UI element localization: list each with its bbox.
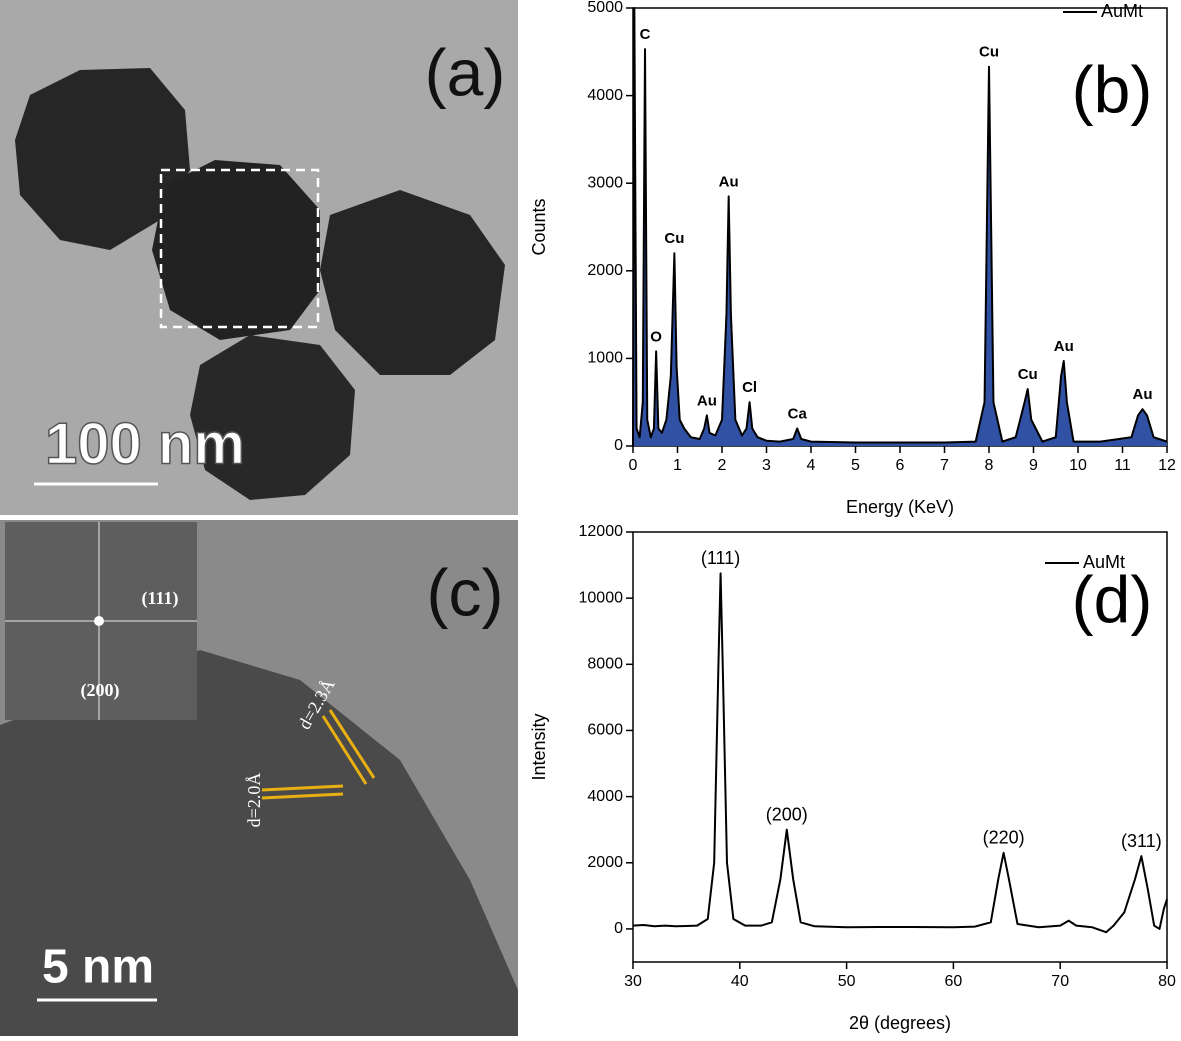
x-tick-label: 5	[851, 457, 860, 474]
x-tick-label: 0	[629, 457, 638, 474]
y-tick-label: 5000	[587, 0, 623, 16]
fringe-line	[261, 784, 344, 792]
y-tick-label: 3000	[587, 174, 623, 191]
plot-frame	[632, 531, 1168, 963]
fringe-line	[261, 792, 344, 800]
y-tick-label: 4000	[587, 87, 623, 104]
fringe-line	[328, 709, 376, 779]
x-tick-label: 7	[940, 457, 949, 474]
peak-label: Au	[1133, 386, 1153, 403]
fft-spot	[94, 616, 104, 626]
peak-label: Au	[719, 173, 739, 190]
legend-label: AuMt	[1101, 1, 1143, 21]
y-axis-label: Counts	[529, 198, 549, 255]
x-axis-label: Energy (KeV)	[846, 497, 954, 517]
inset-label: (111)	[141, 588, 178, 609]
panel-c: (111) (200) d=2.3Å d=2.0Å (c) 5 nm	[0, 520, 518, 1036]
x-tick-label: 4	[807, 457, 816, 474]
peak-label: Cu	[664, 230, 684, 247]
peak-label: (220)	[983, 828, 1025, 848]
x-axis-label: 2θ (degrees)	[849, 1013, 951, 1033]
line	[632, 572, 1168, 934]
y-axis-label: Intensity	[529, 713, 549, 780]
panel-label: (d)	[1072, 562, 1153, 636]
x-tick-label: 8	[985, 457, 994, 474]
y-tick-label: 12000	[579, 523, 624, 540]
peak-label: (111)	[701, 548, 740, 568]
x-tick-label: 80	[1158, 973, 1176, 990]
peak-label: Cl	[742, 379, 757, 396]
panel-label: (b)	[1072, 52, 1153, 126]
y-tick-label: 4000	[587, 788, 623, 805]
selection-box	[159, 168, 320, 329]
y-tick-label: 2000	[587, 854, 623, 871]
scale-bar-label: 5 nm	[42, 941, 154, 994]
panel-label: (c)	[427, 555, 504, 629]
panel-a: (a) 100 nm	[0, 0, 518, 515]
peak-label: C	[640, 26, 651, 43]
fringe-line	[321, 715, 368, 785]
peak-label: Au	[1054, 338, 1074, 355]
legend-label: AuMt	[1083, 552, 1125, 572]
x-tick-label: 9	[1029, 457, 1038, 474]
x-tick-label: 10	[1069, 457, 1087, 474]
y-tick-label: 0	[614, 920, 623, 937]
inset-label: (200)	[81, 680, 120, 701]
scale-bar-label: 100 nm	[45, 411, 245, 476]
y-tick-label: 8000	[587, 656, 623, 673]
peak-label: (311)	[1121, 831, 1162, 851]
x-tick-label: 30	[624, 973, 642, 990]
particle	[15, 68, 190, 250]
y-tick-label: 10000	[579, 589, 624, 606]
x-tick-label: 2	[718, 457, 727, 474]
x-tick-label: 11	[1114, 457, 1131, 474]
peak-label: Au	[697, 392, 717, 409]
x-tick-label: 50	[838, 973, 856, 990]
peak-label: O	[650, 328, 662, 345]
peak-label: (200)	[766, 804, 808, 824]
x-tick-label: 3	[762, 457, 771, 474]
x-tick-label: 40	[731, 973, 749, 990]
panel-label: (a)	[425, 35, 506, 109]
y-tick-label: 0	[614, 437, 623, 454]
y-tick-label: 2000	[587, 262, 623, 279]
y-tick-label: 6000	[587, 722, 623, 739]
particle	[152, 160, 320, 340]
x-tick-label: 60	[945, 973, 963, 990]
peak-label: Cu	[979, 44, 999, 61]
particle	[190, 335, 355, 500]
peak-label: Cu	[1018, 366, 1038, 383]
line	[632, 7, 1168, 447]
x-tick-label: 70	[1051, 973, 1069, 990]
y-tick-label: 1000	[587, 350, 623, 367]
peak-label: Ca	[788, 405, 808, 422]
x-tick-label: 6	[896, 457, 905, 474]
particle	[320, 190, 505, 375]
crystal-region	[0, 650, 518, 1036]
x-tick-label: 12	[1158, 457, 1176, 474]
fringe-label: d=2.0Å	[244, 773, 264, 828]
x-tick-label: 1	[673, 457, 682, 474]
